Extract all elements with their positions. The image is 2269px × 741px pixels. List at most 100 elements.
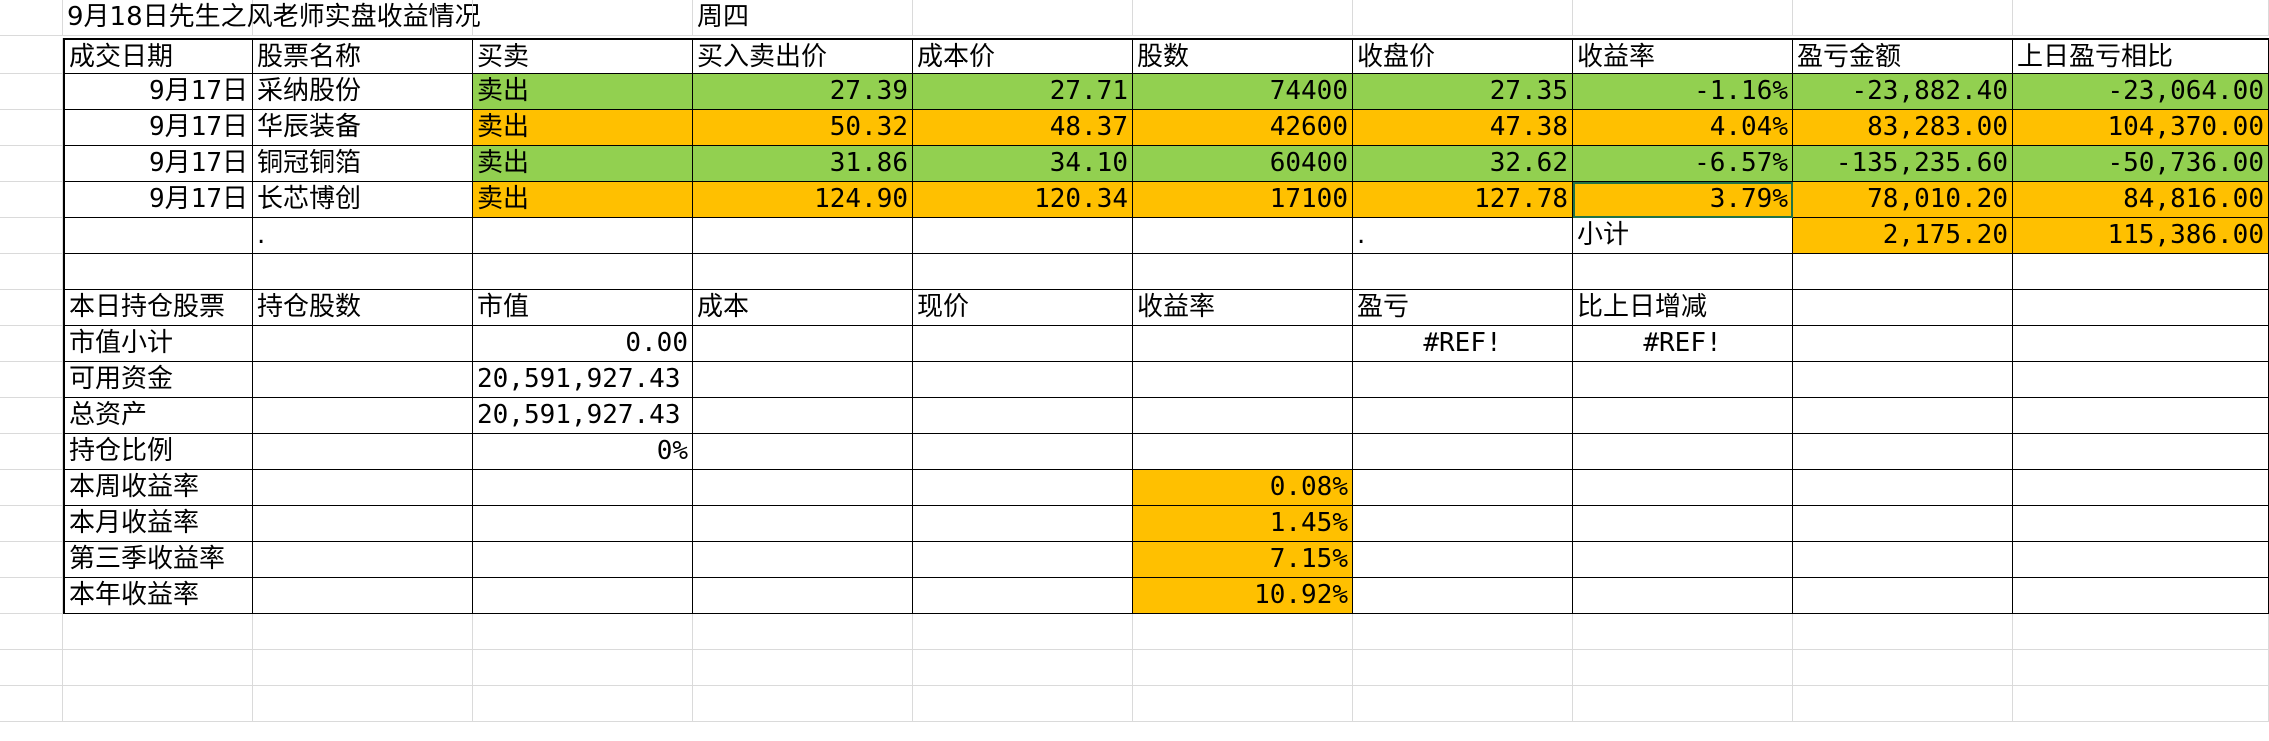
holding-header-cell[interactable]: 收益率 (1133, 290, 1353, 326)
empty-cell[interactable] (913, 362, 1133, 398)
empty-cell[interactable] (913, 254, 1133, 290)
empty-cell[interactable] (0, 290, 63, 326)
header-cell[interactable]: 成本价 (913, 38, 1133, 74)
trade-close-cell[interactable]: 127.78 (1353, 182, 1573, 218)
empty-cell[interactable] (63, 614, 253, 650)
holding-header-cell[interactable]: 本日持仓股票 (63, 290, 253, 326)
empty-cell[interactable] (1573, 362, 1793, 398)
empty-cell[interactable] (2013, 434, 2269, 470)
trade-diff-cell[interactable]: -23,064.00 (2013, 74, 2269, 110)
trade-diff-cell[interactable]: -50,736.00 (2013, 146, 2269, 182)
empty-cell[interactable] (473, 0, 693, 36)
empty-cell[interactable] (0, 614, 63, 650)
trade-name-cell[interactable]: 华辰装备 (253, 110, 473, 146)
empty-cell[interactable] (0, 506, 63, 542)
holding-header-cell[interactable]: 市值 (473, 290, 693, 326)
header-cell[interactable]: 成交日期 (63, 38, 253, 74)
empty-cell[interactable] (0, 326, 63, 362)
empty-cell[interactable] (1573, 686, 1793, 722)
trade-close-cell[interactable]: 32.62 (1353, 146, 1573, 182)
empty-cell[interactable] (253, 578, 473, 614)
trade-shares-cell[interactable]: 42600 (1133, 110, 1353, 146)
summary-value-cell[interactable]: 0.00 (473, 326, 693, 362)
empty-cell[interactable] (693, 218, 913, 254)
empty-cell[interactable] (0, 254, 63, 290)
trade-pnl-cell[interactable]: 83,283.00 (1793, 110, 2013, 146)
empty-cell[interactable] (0, 0, 63, 36)
empty-cell[interactable] (2013, 542, 2269, 578)
empty-cell[interactable] (0, 542, 63, 578)
empty-cell[interactable] (473, 470, 693, 506)
empty-cell[interactable] (693, 362, 913, 398)
empty-cell[interactable] (1573, 470, 1793, 506)
empty-cell[interactable] (253, 686, 473, 722)
empty-cell[interactable] (253, 0, 473, 36)
trade-close-cell[interactable]: 27.35 (1353, 74, 1573, 110)
empty-cell[interactable] (473, 506, 693, 542)
empty-cell[interactable] (2013, 578, 2269, 614)
empty-cell[interactable] (1573, 542, 1793, 578)
empty-cell[interactable] (2013, 470, 2269, 506)
empty-cell[interactable] (253, 398, 473, 434)
trade-cost-cell[interactable]: 120.34 (913, 182, 1133, 218)
empty-cell[interactable] (2013, 326, 2269, 362)
empty-cell[interactable] (1573, 254, 1793, 290)
empty-cell[interactable] (1793, 434, 2013, 470)
empty-cell[interactable] (473, 686, 693, 722)
empty-cell[interactable] (253, 362, 473, 398)
empty-cell[interactable] (63, 218, 253, 254)
empty-cell[interactable] (1133, 434, 1353, 470)
empty-cell[interactable] (253, 470, 473, 506)
trade-name-cell[interactable]: 长芯博创 (253, 182, 473, 218)
dot-cell[interactable]: . (1353, 218, 1573, 254)
header-cell[interactable]: 上日盈亏相比 (2013, 38, 2269, 74)
header-cell[interactable]: 买卖 (473, 38, 693, 74)
empty-cell[interactable] (473, 542, 693, 578)
trade-pnl-cell[interactable]: -135,235.60 (1793, 146, 2013, 182)
trade-date-cell[interactable]: 9月17日 (63, 74, 253, 110)
trade-price-cell[interactable]: 27.39 (693, 74, 913, 110)
empty-cell[interactable] (1793, 506, 2013, 542)
empty-cell[interactable] (1133, 362, 1353, 398)
empty-cell[interactable] (253, 542, 473, 578)
trade-price-cell[interactable]: 50.32 (693, 110, 913, 146)
empty-cell[interactable] (1353, 398, 1573, 434)
empty-cell[interactable] (253, 326, 473, 362)
empty-cell[interactable] (473, 254, 693, 290)
empty-cell[interactable] (1573, 578, 1793, 614)
empty-cell[interactable] (1793, 362, 2013, 398)
empty-cell[interactable] (0, 578, 63, 614)
summary-label[interactable]: 本周收益率 (63, 470, 253, 506)
empty-cell[interactable] (0, 398, 63, 434)
trade-rate-cell[interactable]: -1.16% (1573, 74, 1793, 110)
empty-cell[interactable] (0, 38, 63, 74)
empty-cell[interactable] (1353, 614, 1573, 650)
summary-label[interactable]: 本月收益率 (63, 506, 253, 542)
empty-cell[interactable] (1573, 434, 1793, 470)
summary-value-cell[interactable]: 0.08% (1133, 470, 1353, 506)
empty-cell[interactable] (693, 614, 913, 650)
subtotal-label[interactable]: 小计 (1573, 218, 1793, 254)
trade-shares-cell[interactable]: 60400 (1133, 146, 1353, 182)
trade-cost-cell[interactable]: 34.10 (913, 146, 1133, 182)
empty-cell[interactable] (1353, 434, 1573, 470)
empty-cell[interactable] (253, 254, 473, 290)
holding-header-cell[interactable]: 现价 (913, 290, 1133, 326)
trade-close-cell[interactable]: 47.38 (1353, 110, 1573, 146)
empty-cell[interactable] (1573, 0, 1793, 36)
summary-value-cell[interactable]: 7.15% (1133, 542, 1353, 578)
empty-cell[interactable] (1353, 686, 1573, 722)
empty-cell[interactable] (0, 470, 63, 506)
trade-date-cell[interactable]: 9月17日 (63, 146, 253, 182)
empty-cell[interactable] (1793, 0, 2013, 36)
trade-date-cell[interactable]: 9月17日 (63, 182, 253, 218)
summary-label[interactable]: 本年收益率 (63, 578, 253, 614)
summary-label[interactable]: 可用资金 (63, 362, 253, 398)
header-cell[interactable]: 盈亏金额 (1793, 38, 2013, 74)
trade-shares-cell[interactable]: 74400 (1133, 74, 1353, 110)
trade-name-cell[interactable]: 铜冠铜箔 (253, 146, 473, 182)
trade-side-cell[interactable]: 卖出 (473, 182, 693, 218)
summary-label[interactable]: 市值小计 (63, 326, 253, 362)
empty-cell[interactable] (693, 650, 913, 686)
empty-cell[interactable] (913, 218, 1133, 254)
